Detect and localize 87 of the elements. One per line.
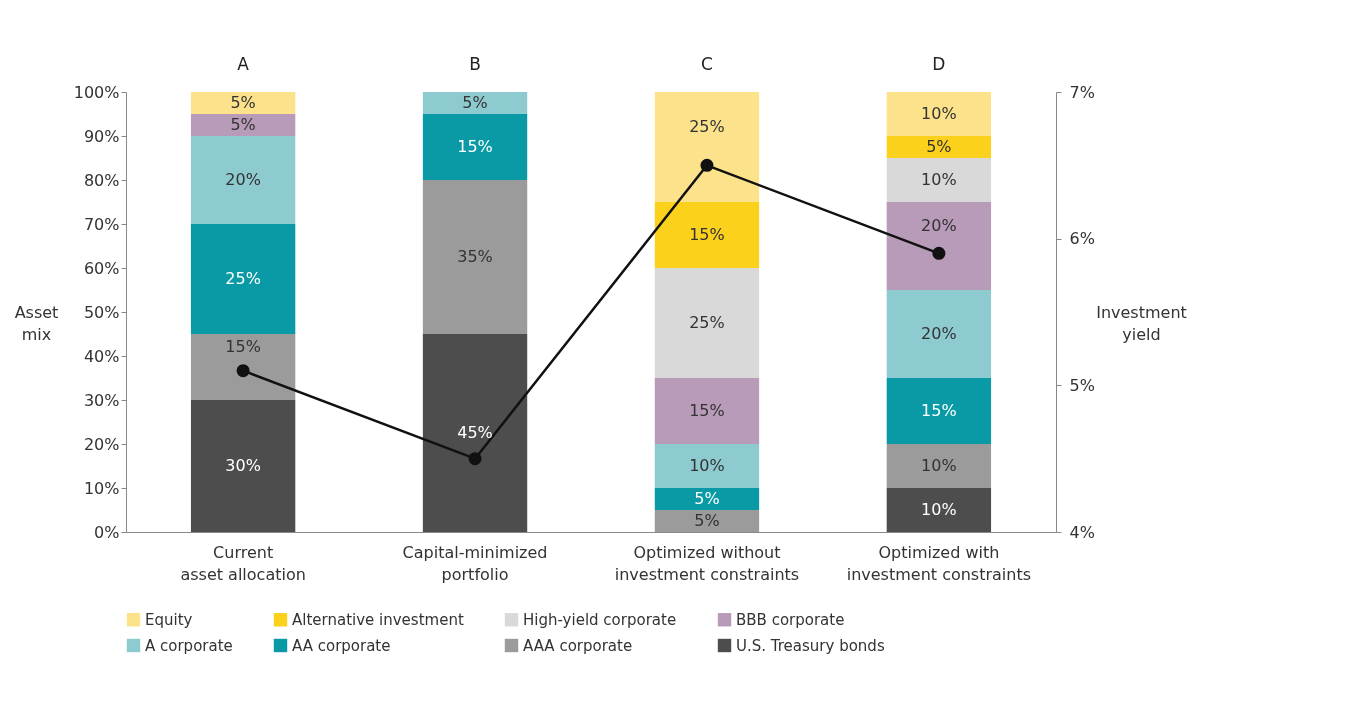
y-tick-label: 70% bbox=[83, 214, 120, 234]
data-label: 15% bbox=[689, 225, 725, 244]
data-label: 15% bbox=[457, 137, 493, 156]
data-label: 30% bbox=[225, 456, 261, 475]
bar bbox=[190, 114, 296, 136]
bar bbox=[886, 378, 992, 444]
data-label: 5% bbox=[462, 93, 488, 112]
bar bbox=[654, 488, 760, 510]
legend-label: AAA corporate bbox=[523, 636, 633, 655]
y-tick-label: 10% bbox=[83, 478, 120, 498]
bar bbox=[886, 202, 992, 290]
data-label: 10% bbox=[689, 456, 725, 475]
bar bbox=[190, 334, 296, 400]
point bbox=[700, 158, 714, 172]
y2-tick-label: 7% bbox=[1069, 82, 1095, 102]
legend-label: High-yield corporate bbox=[523, 610, 677, 629]
bar bbox=[886, 444, 992, 488]
data-label: 45% bbox=[457, 423, 493, 442]
data-label: 5% bbox=[230, 93, 256, 112]
bar bbox=[654, 510, 760, 532]
bar bbox=[190, 224, 296, 334]
legend-label: A corporate bbox=[145, 636, 233, 655]
x-tick-label: Current asset allocation bbox=[180, 542, 306, 584]
y-axis-title: Asset mix bbox=[14, 302, 59, 344]
bar bbox=[654, 268, 760, 378]
y-tick-label: 30% bbox=[83, 390, 120, 410]
data-label: 35% bbox=[457, 247, 493, 266]
point bbox=[932, 246, 946, 260]
point bbox=[236, 364, 250, 378]
text: D bbox=[932, 54, 946, 74]
bar bbox=[654, 378, 760, 444]
x-tick-label: Capital-minimized portfolio bbox=[402, 542, 548, 584]
bar bbox=[654, 202, 760, 268]
y-tick-label: 0% bbox=[94, 522, 120, 542]
y-tick-label: 40% bbox=[83, 346, 120, 366]
bar bbox=[422, 114, 528, 180]
data-label: 10% bbox=[921, 500, 957, 519]
data-label: 5% bbox=[230, 115, 256, 134]
y-tick-label: 90% bbox=[83, 126, 120, 146]
y-tick-label: 60% bbox=[83, 258, 120, 278]
point bbox=[468, 452, 482, 466]
bar bbox=[422, 334, 528, 532]
bar bbox=[190, 400, 296, 532]
data-label: 20% bbox=[225, 170, 261, 189]
y-tick-label: 20% bbox=[83, 434, 120, 454]
data-label: 10% bbox=[921, 170, 957, 189]
bar bbox=[190, 92, 296, 114]
x-tick-label: Optimized with investment constraints bbox=[846, 542, 1032, 584]
bar bbox=[886, 488, 992, 532]
legend-label: AA corporate bbox=[292, 636, 391, 655]
legend-label: BBB corporate bbox=[736, 610, 845, 629]
data-label: 25% bbox=[689, 117, 725, 137]
data-label: 25% bbox=[225, 269, 261, 288]
text: C bbox=[701, 54, 713, 74]
data-label: 20% bbox=[921, 216, 957, 236]
legend-label: U.S. Treasury bonds bbox=[736, 636, 885, 655]
y2-tick-label: 6% bbox=[1069, 229, 1095, 249]
x-tick-label: Optimized without investment constraints bbox=[614, 542, 800, 584]
data-label: 25% bbox=[689, 313, 725, 332]
legend-label: Equity bbox=[145, 610, 193, 629]
legend-label: Alternative investment bbox=[292, 610, 464, 629]
bar bbox=[886, 92, 992, 136]
data-label: 15% bbox=[921, 401, 957, 420]
data-label: 10% bbox=[921, 104, 957, 123]
data-label: 5% bbox=[694, 511, 720, 530]
data-label: 5% bbox=[694, 489, 720, 508]
data-label: 15% bbox=[689, 401, 725, 420]
y-tick-label: 50% bbox=[83, 302, 120, 322]
data-label: 10% bbox=[921, 456, 957, 475]
bar bbox=[654, 92, 760, 202]
data-label: 20% bbox=[921, 324, 957, 343]
data-label: 5% bbox=[926, 137, 952, 156]
y2-tick-label: 4% bbox=[1069, 522, 1095, 542]
bar bbox=[886, 158, 992, 202]
bar bbox=[654, 444, 760, 488]
text: A bbox=[237, 54, 250, 74]
bar bbox=[422, 180, 528, 334]
bar bbox=[190, 136, 296, 224]
y-tick-label: 100% bbox=[73, 82, 120, 102]
y2-tick-label: 5% bbox=[1069, 375, 1095, 395]
text: B bbox=[469, 54, 481, 74]
bar bbox=[886, 290, 992, 378]
y-tick-label: 80% bbox=[83, 170, 120, 190]
bar bbox=[422, 92, 528, 114]
data-label: 15% bbox=[225, 337, 261, 357]
y2-axis-title: Investment yield bbox=[1096, 302, 1187, 344]
bar bbox=[886, 136, 992, 158]
